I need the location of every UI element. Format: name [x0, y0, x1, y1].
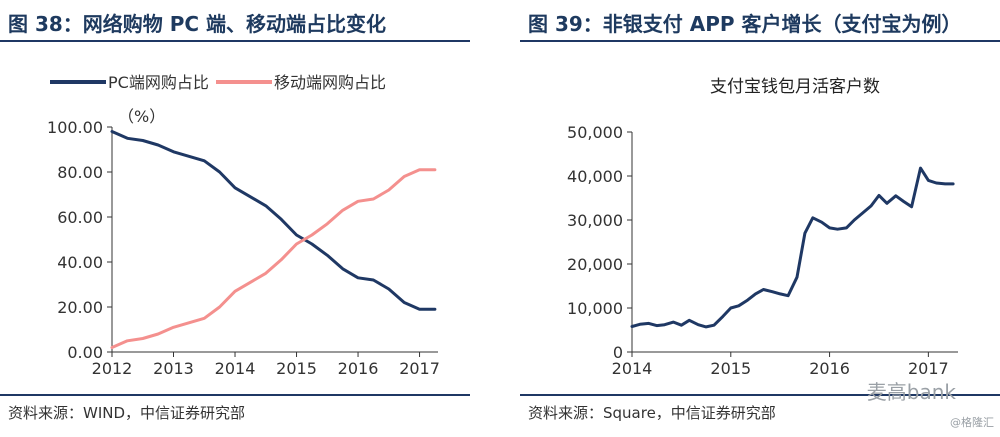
left-series-line-2: [110, 168, 437, 349]
left-series-line-1: [110, 130, 437, 311]
right-line-chart: 支付宝钱包月活客户数 0 10,000 20,000 30,000 40,000 50,00…: [567, 77, 958, 378]
left-x-tick-label: 2014: [215, 359, 256, 378]
left-x-tick-label: 2015: [276, 359, 317, 378]
right-y-tick-label: 0: [613, 343, 623, 362]
right-y-tick-label: 10,000: [567, 299, 623, 318]
right-title-rule: [520, 40, 1000, 42]
right-source-rule: [520, 394, 1000, 396]
watermark-brand: 麦高bank: [866, 380, 956, 404]
left-y-tick-label: 60.00: [57, 208, 103, 227]
right-y-tick-label: 30,000: [567, 211, 623, 230]
legend-label-2: 移动端网购占比: [274, 73, 386, 92]
left-line-chart: 0.00 20.00 40.00 60.00 80.00 100.00 2012 2013 20…: [47, 73, 440, 378]
right-series-line-1: [630, 166, 955, 329]
right-x-tick-label: 2015: [710, 359, 751, 378]
right-x-tick-label: 2014: [612, 359, 653, 378]
left-y-tick-label: 100.00: [47, 118, 103, 137]
left-source-rule: [0, 394, 470, 396]
right-chart-panel: 图 39：非银支付 APP 客户增长（支付宝为例） 支付宝钱包月活客户数 0 10,…: [520, 0, 1000, 437]
left-x-tick-label: 2017: [399, 359, 440, 378]
right-x-tick-label: 2016: [809, 359, 850, 378]
left-y-unit-label: （%）: [118, 107, 165, 126]
left-title-rule: [0, 40, 470, 42]
left-x-tick-label: 2013: [153, 359, 194, 378]
left-x-tick-label: 2016: [338, 359, 379, 378]
left-x-tick-label: 2012: [92, 359, 133, 378]
right-y-tick-label: 40,000: [567, 167, 623, 186]
left-chart-panel: 图 38：网络购物 PC 端、移动端占比变化 0.00 20.00 40.00 60.…: [0, 0, 470, 437]
left-figure-title: 图 38：网络购物 PC 端、移动端占比变化: [8, 12, 387, 36]
left-y-tick-label: 0.00: [67, 343, 103, 362]
right-x-tick-label: 2017: [908, 359, 949, 378]
right-figure-title: 图 39：非银支付 APP 客户增长（支付宝为例）: [528, 12, 962, 36]
left-source-note: 资料来源：WIND，中信证券研究部: [8, 404, 246, 422]
left-y-tick-label: 40.00: [57, 253, 103, 272]
right-chart-title: 支付宝钱包月活客户数: [710, 77, 880, 97]
left-y-tick-label: 80.00: [57, 163, 103, 182]
right-y-tick-label: 20,000: [567, 255, 623, 274]
left-y-tick-label: 20.00: [57, 298, 103, 317]
right-y-tick-label: 50,000: [567, 123, 623, 142]
legend-label-1: PC端网购占比: [108, 73, 209, 92]
right-source-note: 资料来源：Square，中信证券研究部: [528, 404, 776, 422]
watermark-corner: @格隆汇: [950, 416, 994, 429]
